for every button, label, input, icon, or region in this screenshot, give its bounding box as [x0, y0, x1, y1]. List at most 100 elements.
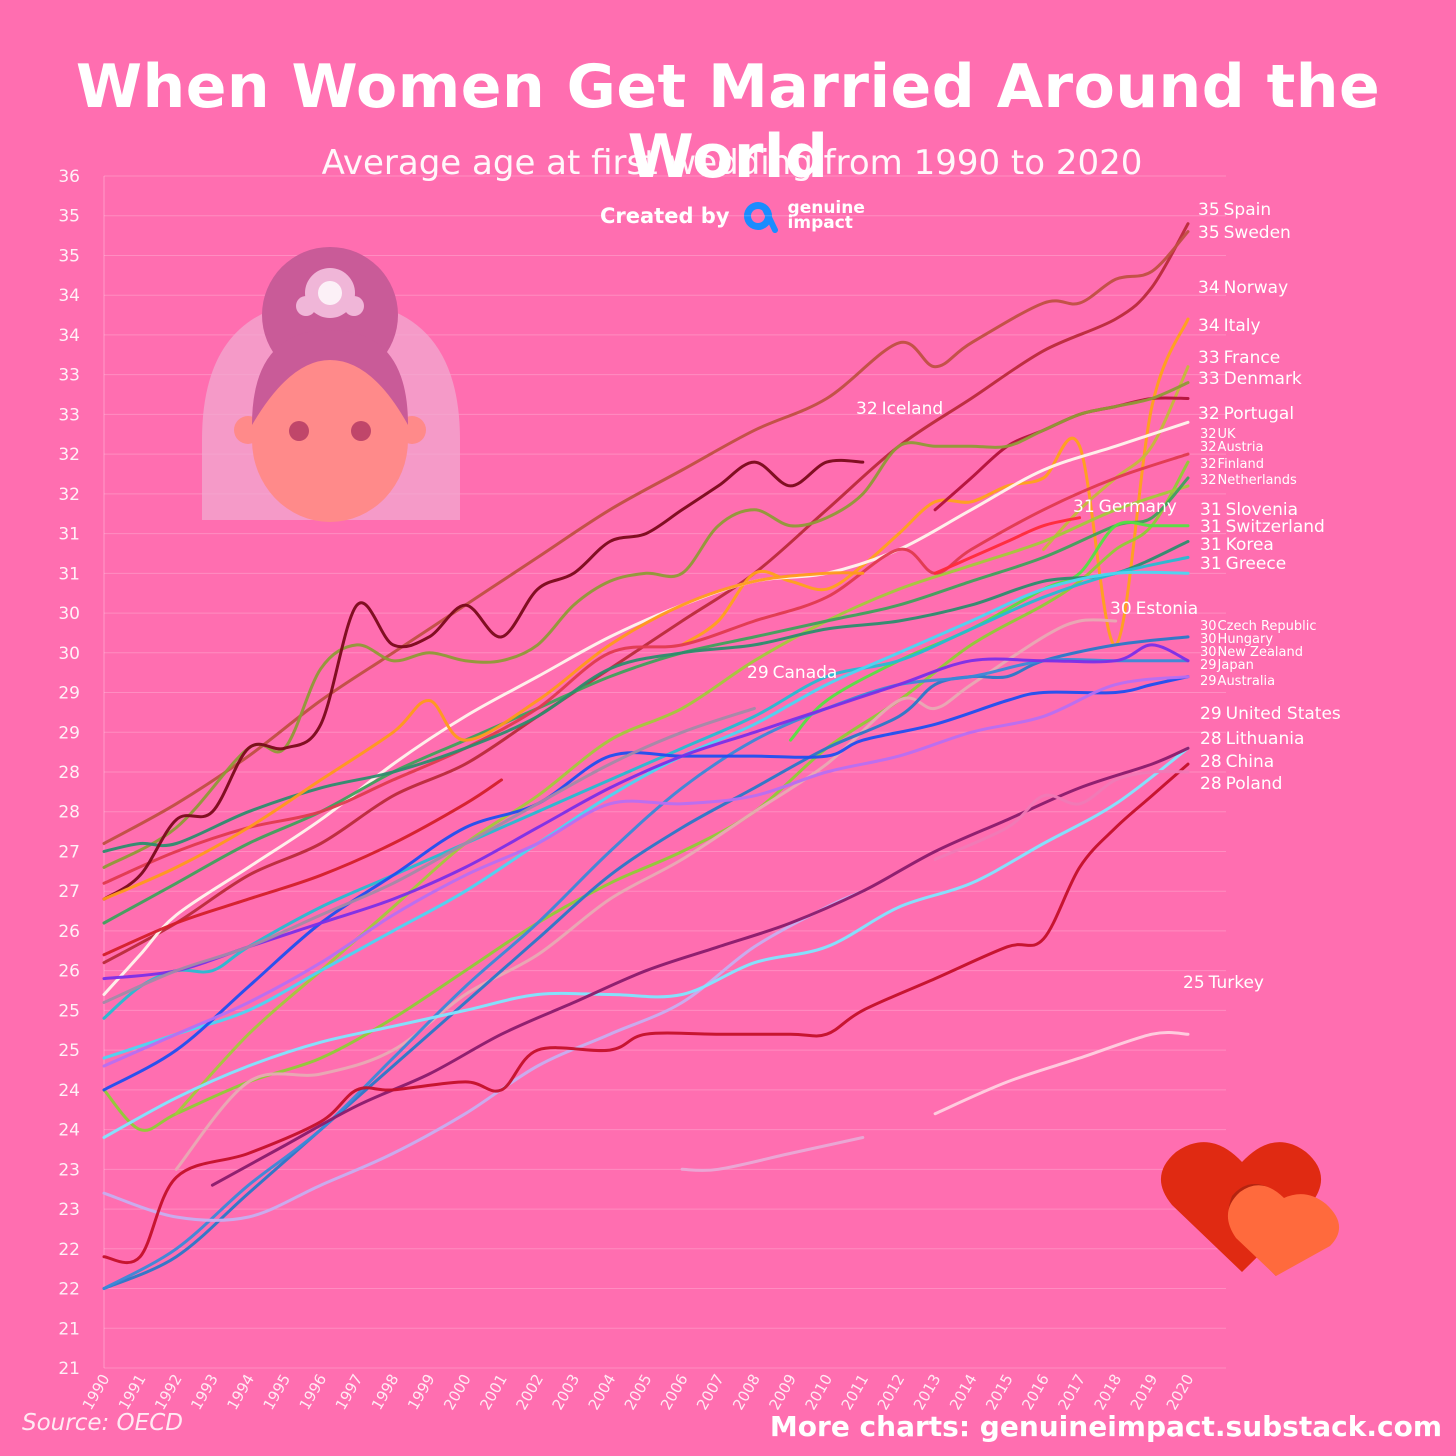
series-label-poland: 28 Poland	[1200, 774, 1282, 794]
x-tick-label: 2003	[549, 1371, 584, 1413]
x-tick-label: 2016	[1018, 1371, 1053, 1413]
series-name: Iceland	[882, 399, 944, 419]
series-name: Germany	[1099, 497, 1177, 517]
series-label-lithuania: 28 Lithuania	[1200, 729, 1304, 749]
chart-title: When Women Get Married Around the World	[75, 52, 1381, 192]
y-tick-label: 35	[58, 207, 80, 227]
series-line-denmark	[102, 381, 1190, 869]
series-end-value: 28	[1200, 729, 1222, 749]
series-end-value: 31	[1200, 517, 1222, 537]
series-label-korea: 31 Korea	[1200, 535, 1274, 555]
y-tick-label: 30	[58, 644, 80, 664]
series-label-australia: 29Australia	[1200, 674, 1275, 689]
x-tick-label: 2001	[476, 1371, 511, 1413]
x-tick-label: 1993	[187, 1371, 222, 1413]
series-name: Australia	[1218, 674, 1276, 689]
series-line-czech-republic	[102, 635, 1190, 1290]
series-end-value: 32	[1200, 440, 1217, 455]
series-label-turkey: 25 Turkey	[1183, 973, 1264, 993]
series-end-value: 31	[1200, 554, 1222, 574]
series-end-value: 28	[1200, 752, 1222, 772]
series-line-lithuania	[102, 746, 1190, 1139]
more-charts-link[interactable]: More charts: genuineimpact.substack.com	[769, 1410, 1442, 1443]
y-tick-label: 23	[58, 1200, 80, 1220]
x-tick-label: 2018	[1091, 1371, 1126, 1413]
series-label-estonia: 30 Estonia	[1110, 599, 1198, 619]
series-name: Poland	[1226, 774, 1283, 794]
x-tick-label: 2019	[1127, 1371, 1162, 1413]
x-tick-label: 2011	[838, 1371, 873, 1413]
series-end-value: 32	[1198, 404, 1220, 424]
series-name: Italy	[1224, 316, 1261, 336]
x-tick-label: 1995	[259, 1371, 294, 1413]
series-line-greece	[102, 570, 1190, 1060]
x-tick-label: 2014	[946, 1371, 981, 1413]
y-tick-label: 24	[58, 1121, 80, 1141]
series-label-finland: 32Finland	[1200, 457, 1264, 472]
x-tick-label: 1990	[79, 1371, 114, 1413]
series-line-switzerland	[102, 540, 1190, 853]
series-line-sweden	[102, 230, 1190, 845]
series-name: Portugal	[1224, 404, 1294, 424]
y-tick-label: 24	[58, 1081, 80, 1101]
series-name: Japan	[1217, 658, 1254, 673]
x-tick-label: 1991	[115, 1371, 150, 1413]
y-tick-label: 25	[58, 1041, 80, 1061]
series-name: Spain	[1224, 200, 1272, 220]
brand-line-1: genuine	[787, 198, 865, 218]
series-label-new-zealand: 30New Zealand	[1200, 645, 1303, 660]
x-tick-label: 1994	[223, 1371, 258, 1413]
x-tick-label: 2010	[801, 1371, 836, 1413]
series-line-hungary	[102, 658, 1190, 1290]
x-tick-label: 1998	[368, 1371, 403, 1413]
series-line	[102, 571, 865, 901]
x-tick-label: 2002	[512, 1371, 547, 1413]
x-tick-label: 1992	[151, 1371, 186, 1413]
series-label-hungary: 30Hungary	[1200, 632, 1273, 647]
series-line	[680, 1136, 865, 1172]
series-label-austria: 32Austria	[1200, 440, 1263, 455]
source-note: Source: OECD	[22, 1410, 183, 1436]
series-name: Canada	[773, 663, 838, 683]
series-line-new-zealand	[102, 675, 1190, 1092]
x-tick-label: 2009	[765, 1371, 800, 1413]
y-tick-label: 30	[58, 604, 80, 624]
series-line-iceland	[102, 458, 865, 901]
y-tick-label: 22	[58, 1240, 80, 1260]
series-end-value: 29	[747, 663, 769, 683]
x-tick-label: 2000	[440, 1371, 475, 1413]
y-tick-label: 34	[58, 286, 80, 306]
y-tick-label: 29	[58, 723, 80, 743]
series-line-germany	[933, 516, 1082, 575]
series-end-value: 34	[1198, 278, 1220, 298]
series-line	[102, 778, 503, 957]
series-line-korea	[102, 555, 1190, 1020]
series-end-value: 33	[1198, 348, 1220, 368]
series-label-france: 33 France	[1198, 348, 1280, 368]
series-line-united-states	[102, 889, 865, 1222]
series-name: Estonia	[1136, 599, 1199, 619]
series-lines	[102, 222, 1190, 1290]
x-tick-label: 2007	[693, 1371, 728, 1413]
series-name: Finland	[1218, 457, 1264, 472]
series-end-value: 28	[1200, 774, 1222, 794]
series-line	[933, 769, 1190, 861]
y-tick-label: 23	[58, 1160, 80, 1180]
series-name: Czech Republic	[1218, 619, 1317, 634]
series-label-canada: 29 Canada	[747, 663, 837, 683]
hearts-icon	[1160, 1142, 1340, 1276]
series-end-value: 31	[1200, 500, 1222, 520]
series-end-value: 35	[1198, 200, 1220, 220]
series-name: France	[1224, 348, 1281, 368]
series-end-value: 29	[1200, 658, 1217, 673]
series-end-value: 32	[1200, 473, 1217, 488]
series-name: Slovenia	[1226, 500, 1298, 520]
x-tick-label: 2004	[585, 1371, 620, 1413]
x-tick-label: 2020	[1163, 1371, 1198, 1413]
y-tick-label: 35	[58, 246, 80, 266]
series-label-spain: 35 Spain	[1198, 200, 1271, 220]
y-axis-ticks: 21 21 22 22 23 23 24 24 25 25 26 26 27 27 28 28 29 29 30 30…	[58, 167, 80, 1379]
series-line-turkey	[933, 1030, 1190, 1116]
